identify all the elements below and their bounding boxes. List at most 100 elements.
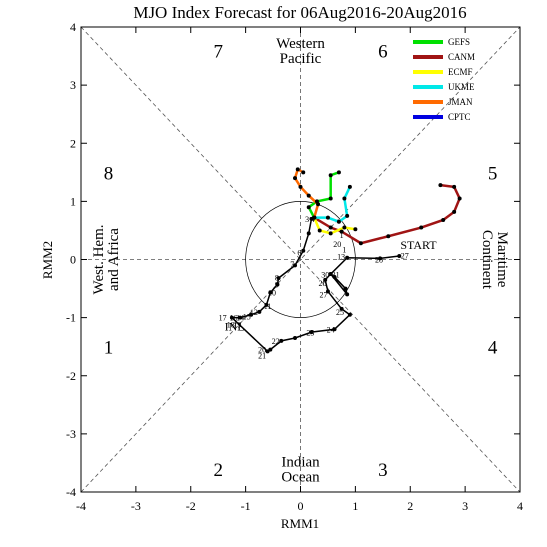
region-label: Indian Ocean [281, 454, 320, 485]
series-line-gefs [307, 171, 340, 219]
phase-number: 7 [213, 41, 223, 62]
y-tick-label: -1 [66, 311, 76, 325]
series-line-jman [293, 167, 320, 218]
annotation-label: START [400, 238, 437, 252]
data-point [336, 170, 341, 175]
day-label: 15 [243, 312, 251, 321]
phase-divider-line [80, 26, 521, 493]
data-point [397, 254, 402, 259]
legend-label: GEFS [448, 37, 470, 47]
series-line-ukme [314, 186, 352, 224]
x-tick-label: -1 [241, 499, 251, 513]
data-point [257, 309, 262, 314]
day-label: 22 [272, 337, 280, 346]
day-label: 6 [297, 249, 301, 258]
data-point [328, 225, 333, 230]
data-point [306, 193, 311, 198]
day-label: 23 [306, 329, 314, 338]
data-point [309, 330, 314, 335]
data-point [343, 286, 348, 291]
data-point [386, 234, 391, 239]
data-point [238, 315, 243, 320]
day-label: 9 [275, 280, 279, 289]
data-point [276, 276, 281, 281]
region-label: MaritimeContinent [479, 230, 510, 290]
x-tick-label: -3 [131, 499, 141, 513]
y-tick-label: 2 [70, 136, 76, 150]
y-axis-label: RMM2 [40, 241, 55, 279]
phase-divider-line [80, 26, 521, 493]
data-point [323, 277, 328, 282]
data-point [249, 312, 254, 317]
y-tick-label: -3 [66, 427, 76, 441]
data-point [325, 215, 330, 220]
legend-label: JMAN [448, 97, 473, 107]
x-axis-label: RMM1 [281, 516, 319, 531]
data-point [301, 170, 306, 175]
data-point [336, 219, 341, 224]
day-label: 20 [333, 240, 341, 249]
data-point [316, 202, 321, 207]
region-label-line: Indian [281, 454, 320, 470]
day-label: 20 [258, 346, 266, 355]
day-label: 3 [305, 215, 309, 224]
region-label: West. Hem.and Africa [91, 224, 122, 294]
data-point [264, 302, 269, 307]
day-label: 18 [227, 321, 235, 330]
x-tick-label: -4 [76, 499, 86, 513]
data-point [342, 225, 347, 230]
data-point [306, 205, 311, 210]
data-point [312, 215, 317, 220]
data-point [265, 349, 270, 354]
region-label-line: West. Hem. [91, 224, 107, 294]
day-label: 21 [258, 351, 266, 360]
data-point [452, 209, 457, 214]
data-point [328, 231, 333, 236]
data-point [328, 196, 333, 201]
data-point [452, 184, 457, 189]
day-label: 11 [264, 302, 272, 311]
data-point [306, 231, 311, 236]
data-point [328, 173, 333, 178]
day-label: 17 [219, 314, 227, 323]
day-label: 10 [268, 289, 276, 298]
x-tick-label: 0 [298, 499, 304, 513]
day-label: 1 [340, 231, 344, 240]
day-label: 13 [337, 253, 345, 262]
data-point [275, 282, 280, 287]
legend-label: ECMF [448, 67, 473, 77]
annotation-label: INL [225, 319, 245, 333]
data-point [317, 228, 322, 233]
data-point [342, 196, 347, 201]
data-point [345, 255, 350, 260]
data-point [328, 272, 333, 277]
series-line-canm [313, 183, 462, 245]
day-label: 7 [290, 260, 294, 269]
phase-number: 6 [378, 41, 388, 62]
region-label-line: Ocean [281, 469, 320, 485]
data-point [229, 315, 234, 320]
region-label-line: Western [276, 36, 325, 52]
data-point [293, 263, 298, 268]
data-point [325, 289, 330, 294]
data-point [419, 225, 424, 230]
data-point [301, 248, 306, 253]
legend-label: UKME [448, 82, 475, 92]
y-tick-label: 0 [70, 253, 76, 267]
data-point [293, 176, 298, 181]
day-label: 19 [233, 321, 241, 330]
data-point [332, 327, 337, 332]
phase-number: 1 [104, 338, 114, 359]
x-tick-label: 1 [352, 499, 358, 513]
day-label: 28 [318, 279, 326, 288]
x-tick-label: 3 [462, 499, 468, 513]
phase-number: 8 [104, 163, 114, 184]
series-line-observed [230, 216, 400, 353]
data-point [441, 217, 446, 222]
legend-label: CANM [448, 52, 475, 62]
day-label: 31 [332, 271, 340, 280]
day-label: 27 [320, 290, 328, 299]
data-point [358, 241, 363, 246]
data-point [347, 312, 352, 317]
